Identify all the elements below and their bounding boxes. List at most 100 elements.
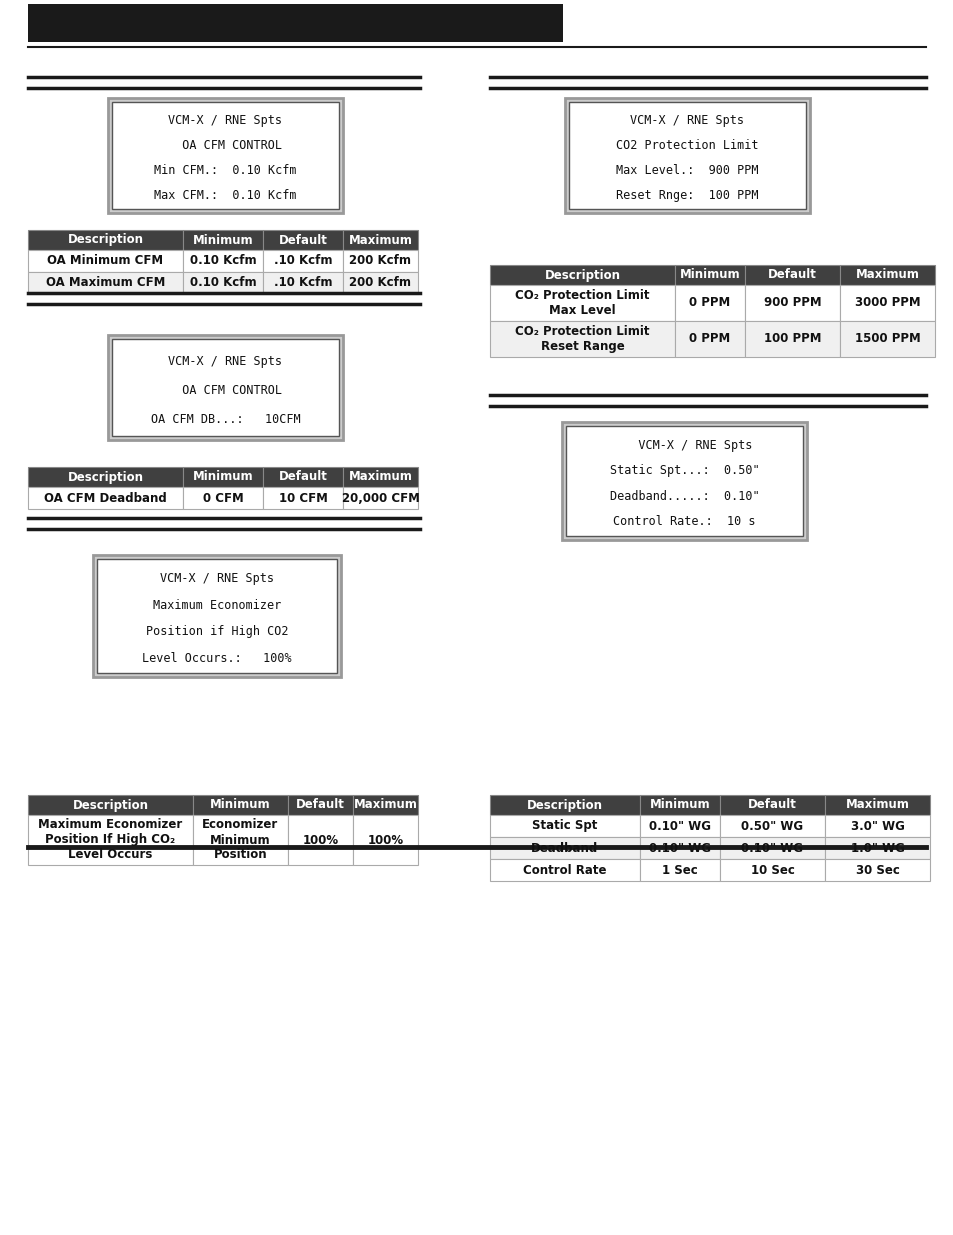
Bar (840, 321, 934, 357)
Text: Minimum: Minimum (679, 268, 740, 282)
Bar (183, 230, 263, 249)
Text: VCM-X / RNE Spts: VCM-X / RNE Spts (617, 438, 751, 452)
Bar (263, 249, 343, 272)
Bar (28, 467, 183, 487)
Bar (490, 266, 675, 285)
FancyBboxPatch shape (112, 338, 338, 436)
Text: Maximum: Maximum (855, 268, 919, 282)
FancyBboxPatch shape (92, 555, 340, 677)
Bar (263, 230, 343, 249)
Bar (744, 285, 840, 321)
Bar (490, 795, 639, 815)
Bar (183, 467, 263, 487)
Text: VCM-X / RNE Spts: VCM-X / RNE Spts (169, 354, 282, 368)
Bar (720, 837, 824, 860)
Text: Default: Default (747, 799, 796, 811)
Text: CO₂ Protection Limit
Reset Range: CO₂ Protection Limit Reset Range (515, 325, 649, 353)
Bar (675, 285, 744, 321)
Bar (263, 272, 343, 294)
Bar (263, 467, 343, 487)
Bar (720, 795, 824, 815)
FancyBboxPatch shape (564, 98, 809, 212)
Bar (28, 487, 183, 509)
Text: 3000 PPM: 3000 PPM (854, 296, 920, 310)
Bar (744, 321, 840, 357)
Bar (343, 230, 417, 249)
Text: Minimum: Minimum (649, 799, 710, 811)
Text: VCM-X / RNE Spts: VCM-X / RNE Spts (169, 114, 282, 127)
Text: Maximum: Maximum (348, 233, 412, 247)
Bar (639, 815, 720, 837)
Text: Maximum: Maximum (354, 799, 417, 811)
Text: .10 Kcfm: .10 Kcfm (274, 254, 332, 268)
Bar (490, 815, 639, 837)
Text: Default: Default (278, 233, 327, 247)
Text: VCM-X / RNE Spts: VCM-X / RNE Spts (630, 114, 743, 127)
Bar (353, 795, 417, 815)
Bar (720, 860, 824, 881)
Text: Minimum: Minimum (193, 471, 253, 483)
Bar (183, 272, 263, 294)
Text: Description: Description (68, 471, 143, 483)
Text: 1.0" WG: 1.0" WG (850, 841, 903, 855)
Text: Maximum Economizer
Position If High CO₂
Level Occurs: Maximum Economizer Position If High CO₂ … (38, 819, 182, 862)
Text: OA Maximum CFM: OA Maximum CFM (46, 277, 165, 289)
Bar (343, 272, 417, 294)
Text: Max CFM.:  0.10 Kcfm: Max CFM.: 0.10 Kcfm (154, 189, 296, 201)
Text: 0.10" WG: 0.10" WG (648, 820, 710, 832)
Text: Description: Description (68, 233, 143, 247)
Bar (824, 837, 929, 860)
Text: Maximum: Maximum (844, 799, 908, 811)
Bar (824, 815, 929, 837)
Text: Static Spt: Static Spt (532, 820, 598, 832)
Text: .10 Kcfm: .10 Kcfm (274, 277, 332, 289)
Text: 0.10" WG: 0.10" WG (740, 841, 802, 855)
Text: Default: Default (767, 268, 816, 282)
Bar (675, 266, 744, 285)
Bar (639, 860, 720, 881)
Text: 0.50" WG: 0.50" WG (740, 820, 802, 832)
Text: 100 PPM: 100 PPM (763, 332, 821, 346)
Bar (28, 4, 562, 42)
Bar (28, 230, 183, 249)
Text: CO₂ Protection Limit
Max Level: CO₂ Protection Limit Max Level (515, 289, 649, 317)
Text: 0.10" WG: 0.10" WG (648, 841, 710, 855)
Text: Deadband: Deadband (531, 841, 598, 855)
Bar (720, 815, 824, 837)
Bar (744, 266, 840, 285)
Text: Min CFM.:  0.10 Kcfm: Min CFM.: 0.10 Kcfm (154, 164, 296, 177)
Text: Maximum Economizer: Maximum Economizer (152, 599, 281, 611)
Bar (183, 487, 263, 509)
Text: Description: Description (544, 268, 619, 282)
Text: OA CFM CONTROL: OA CFM CONTROL (169, 140, 282, 152)
Bar (840, 285, 934, 321)
Bar (353, 815, 417, 864)
Text: 10 Sec: 10 Sec (750, 863, 794, 877)
Text: Minimum: Minimum (210, 799, 271, 811)
Bar (490, 860, 639, 881)
Text: Default: Default (278, 471, 327, 483)
Bar (490, 837, 639, 860)
FancyBboxPatch shape (112, 103, 338, 209)
Bar (28, 795, 193, 815)
Bar (490, 285, 675, 321)
Text: 1 Sec: 1 Sec (661, 863, 698, 877)
Bar (490, 321, 675, 357)
Text: 100%: 100% (367, 834, 403, 846)
Bar (675, 321, 744, 357)
FancyBboxPatch shape (568, 103, 805, 209)
FancyBboxPatch shape (565, 426, 802, 536)
Text: 0 CFM: 0 CFM (202, 492, 243, 505)
Text: 0.10 Kcfm: 0.10 Kcfm (190, 254, 256, 268)
Bar (288, 795, 353, 815)
Bar (28, 272, 183, 294)
Text: VCM-X / RNE Spts: VCM-X / RNE Spts (160, 572, 274, 585)
Text: 20,000 CFM: 20,000 CFM (341, 492, 419, 505)
Text: Minimum: Minimum (193, 233, 253, 247)
Text: 0.10 Kcfm: 0.10 Kcfm (190, 277, 256, 289)
Bar (343, 487, 417, 509)
Text: Reset Rnge:  100 PPM: Reset Rnge: 100 PPM (616, 189, 758, 201)
Text: Maximum: Maximum (348, 471, 412, 483)
Bar (824, 860, 929, 881)
Text: Economizer
Minimum
Position: Economizer Minimum Position (202, 819, 278, 862)
